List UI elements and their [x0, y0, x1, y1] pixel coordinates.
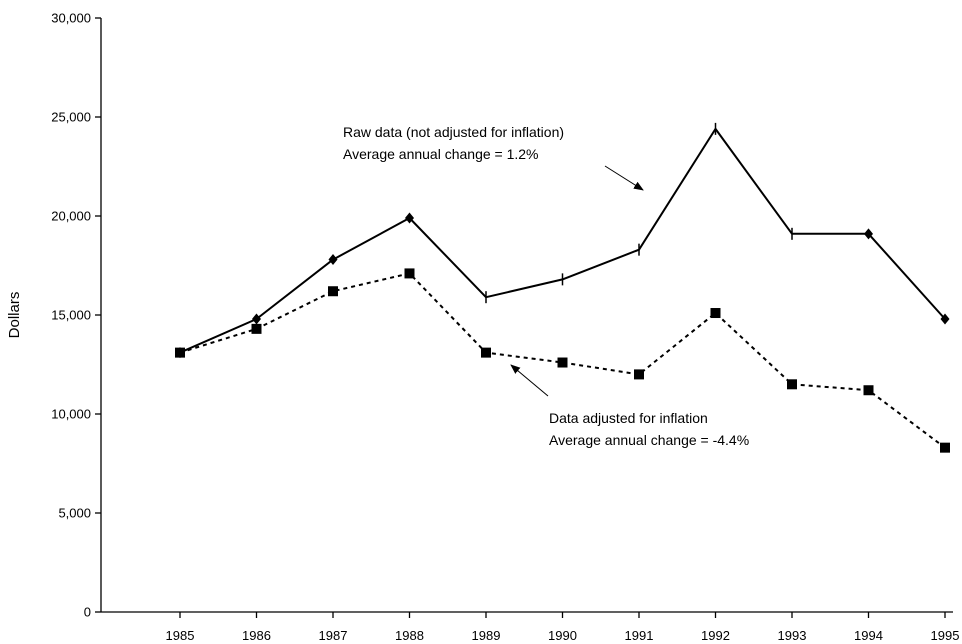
series-line-raw	[179, 127, 946, 354]
annotation-arrow	[510, 364, 549, 397]
data-point-diamond	[940, 313, 950, 325]
annotation-adjusted: Data adjusted for inflation Average annua…	[510, 364, 749, 448]
x-tick-label: 1991	[625, 628, 654, 643]
annotations: Raw data (not adjusted for inflation) Ave…	[343, 124, 749, 448]
annotation-raw: Raw data (not adjusted for inflation) Ave…	[343, 124, 644, 191]
data-point-square	[557, 357, 568, 368]
data-point-square	[481, 347, 491, 358]
x-tick-label: 1990	[548, 628, 577, 643]
series-line-adjusted	[179, 272, 946, 449]
data-point-square	[251, 323, 262, 334]
annotation-arrow	[604, 165, 644, 191]
y-tick-label: 10,000	[51, 407, 91, 422]
data-point-square	[710, 308, 721, 319]
series-layer	[175, 122, 950, 453]
annotation-text: Average annual change = -4.4%	[549, 432, 749, 448]
x-tick-label: 1987	[319, 628, 348, 643]
data-point-square	[404, 268, 415, 279]
x-tick-label: 1995	[931, 628, 960, 643]
y-tick-label: 30,000	[51, 11, 91, 26]
y-tick-label: 25,000	[51, 110, 91, 125]
x-tick-label: 1988	[395, 628, 424, 643]
x-tick-label: 1986	[242, 628, 271, 643]
axes: 0 5,000 10,000 15,000 20,000 25,000 30,000 1985…	[6, 11, 959, 644]
x-tick-label: 1994	[854, 628, 883, 643]
data-point-square	[328, 286, 338, 297]
series-raw	[175, 122, 950, 359]
x-tick-label: 1992	[701, 628, 730, 643]
x-tick-label: 1985	[166, 628, 195, 643]
x-tick-label: 1989	[472, 628, 501, 643]
data-point-square	[175, 347, 185, 358]
y-axis-title: Dollars	[6, 292, 23, 339]
data-point-square	[863, 385, 874, 396]
y-tick-label: 20,000	[51, 209, 91, 224]
data-point-diamond	[252, 313, 261, 325]
y-tick-label: 15,000	[51, 308, 91, 323]
data-point-diamond	[405, 212, 414, 224]
data-point-square	[940, 442, 950, 453]
y-tick-label: 0	[84, 605, 91, 620]
y-tick-label: 5,000	[58, 506, 91, 521]
data-point-square	[634, 369, 644, 380]
annotation-text: Average annual change = 1.2%	[343, 146, 539, 162]
data-point-diamond	[328, 254, 338, 266]
annotation-text: Raw data (not adjusted for inflation)	[343, 124, 564, 140]
x-tick-label: 1993	[778, 628, 807, 643]
data-point-square	[787, 379, 797, 390]
series-adjusted	[175, 268, 950, 453]
data-point-diamond	[864, 228, 873, 240]
annotation-text: Data adjusted for inflation	[549, 410, 708, 426]
